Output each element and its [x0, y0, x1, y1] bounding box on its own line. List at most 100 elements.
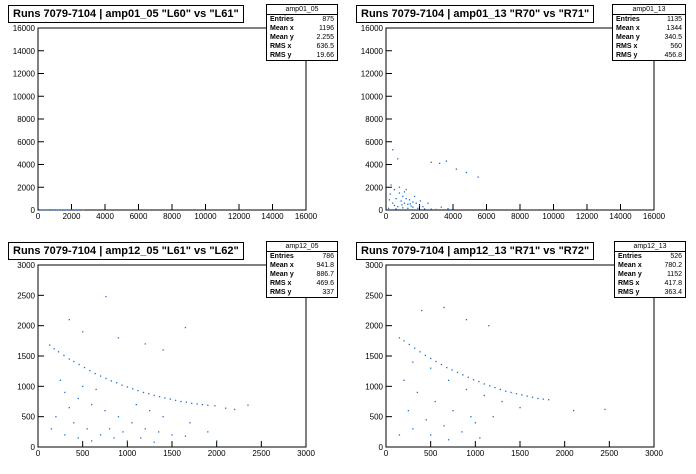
scatter-point: [412, 428, 414, 430]
stats-name: amp12_05: [267, 242, 337, 252]
scatter-point: [162, 416, 164, 418]
x-tick-label: 0: [36, 212, 41, 221]
scatter-point: [470, 416, 472, 418]
scatter-point: [403, 202, 406, 204]
stats-name: amp01_13: [613, 5, 685, 15]
scatter-point: [70, 209, 73, 211]
scatter-point: [408, 199, 411, 201]
scatter-point: [425, 419, 427, 421]
scatter-point: [398, 434, 401, 436]
scatter-point: [116, 382, 118, 384]
scatter-point: [413, 347, 416, 349]
scatter-point: [526, 395, 528, 397]
scatter-point: [59, 379, 62, 381]
scatter-point: [83, 366, 86, 369]
scatter-point: [390, 184, 392, 186]
scatter-point: [531, 396, 534, 398]
scatter-point: [412, 206, 414, 208]
scatter-point: [395, 208, 397, 210]
scatter-point: [413, 195, 416, 198]
scatter-point: [135, 403, 137, 406]
scatter-point: [477, 176, 479, 178]
y-tick-label: 2500: [365, 291, 383, 300]
stats-row: RMS y 19.66: [270, 52, 334, 59]
scatter-point: [68, 209, 70, 211]
x-tick-label: 0: [36, 449, 41, 458]
scatter-point: [57, 351, 60, 353]
scatter-point: [196, 403, 198, 405]
x-tick-label: 500: [76, 449, 90, 458]
scatter-point: [405, 188, 407, 191]
scatter-point: [479, 437, 481, 439]
scatter-point: [395, 198, 397, 200]
x-tick-label: 8000: [511, 212, 529, 221]
stats-row: RMS x 417.8: [618, 280, 682, 287]
scatter-point: [403, 379, 405, 381]
scatter-point: [412, 201, 414, 203]
scatter-point: [60, 209, 63, 211]
stats-row: Mean y 340.5: [616, 34, 682, 41]
scatter-point: [216, 440, 218, 442]
x-tick-label: 2500: [600, 449, 618, 458]
scatter-point: [53, 348, 55, 350]
scatter-plot-2: 0 2000 4000 6000 8000 10000 12000 14000 16000 0 20…: [361, 24, 666, 221]
scatter-point: [189, 422, 191, 424]
stats-row: Mean y 1152: [618, 271, 682, 278]
scatter-point: [478, 380, 480, 383]
scatter-point: [388, 199, 391, 201]
scatter-point: [247, 404, 249, 406]
scatter-point: [421, 309, 423, 312]
scatter-point: [398, 192, 401, 194]
scatter-point: [573, 410, 575, 412]
stats-row: RMS x 636.5: [270, 43, 334, 50]
scatter-point: [78, 363, 80, 366]
scatter-point: [435, 208, 437, 211]
scatter-point: [430, 161, 432, 163]
scatter-point: [515, 393, 518, 395]
scatter-point: [447, 208, 449, 210]
stats-row: RMS y 337: [270, 289, 334, 296]
plot-title-2: Runs 7079-7104 | amp01_13 "R70" vs "R71": [356, 5, 595, 23]
stats-row: Mean y 2.255: [270, 34, 334, 41]
stats-box-2: amp01_13 Entries 1135 Mean x 1344 Mean y 34…: [612, 4, 686, 61]
scatter-point: [402, 207, 404, 209]
scatter-point: [126, 440, 129, 442]
scatter-point: [462, 374, 464, 376]
scatter-point: [424, 354, 427, 357]
stats-row: Entries 1135: [616, 16, 682, 23]
scatter-point: [392, 149, 394, 151]
x-tick-label: 1000: [466, 449, 484, 458]
y-tick-label: 10000: [361, 92, 384, 101]
x-tick-label: 3000: [297, 449, 315, 458]
scatter-point: [398, 337, 401, 339]
scatter-point: [465, 388, 468, 391]
scatter-point: [117, 337, 120, 339]
y-tick-label: 4000: [365, 161, 383, 170]
scatter-point: [407, 207, 409, 209]
scatter-point: [519, 406, 521, 409]
scatter-point: [86, 428, 88, 430]
stats-row: Mean x 1344: [616, 25, 682, 32]
stats-box-3: amp12_05 Entries 786 Mean x 941.8 Mean y 88…: [266, 241, 338, 298]
stats-box-1: amp01_05 Entries 875 Mean x 1196 Mean y 2.2…: [266, 4, 338, 61]
scatter-point: [446, 366, 448, 369]
scatter-point: [409, 203, 411, 205]
scatter-point: [465, 171, 468, 174]
x-tick-label: 4000: [96, 212, 114, 221]
scatter-point: [44, 209, 47, 211]
scatter-point: [99, 375, 102, 377]
scatter-point: [122, 431, 124, 433]
scatter-point: [55, 416, 57, 418]
y-tick-label: 500: [22, 413, 36, 422]
scatter-point: [423, 208, 426, 210]
stats-row: Mean x 1196: [270, 25, 334, 32]
scatter-point: [440, 363, 443, 366]
scatter-point: [105, 295, 107, 298]
scatter-point: [169, 398, 171, 400]
scatter-point: [63, 354, 65, 357]
scatter-point: [422, 205, 424, 208]
scatter-point: [50, 209, 53, 211]
scatter-plot-1: 0 2000 4000 6000 8000 10000 12000 14000 16000 0 20…: [13, 24, 318, 221]
scatter-point: [412, 361, 414, 363]
scatter-point: [440, 206, 442, 208]
